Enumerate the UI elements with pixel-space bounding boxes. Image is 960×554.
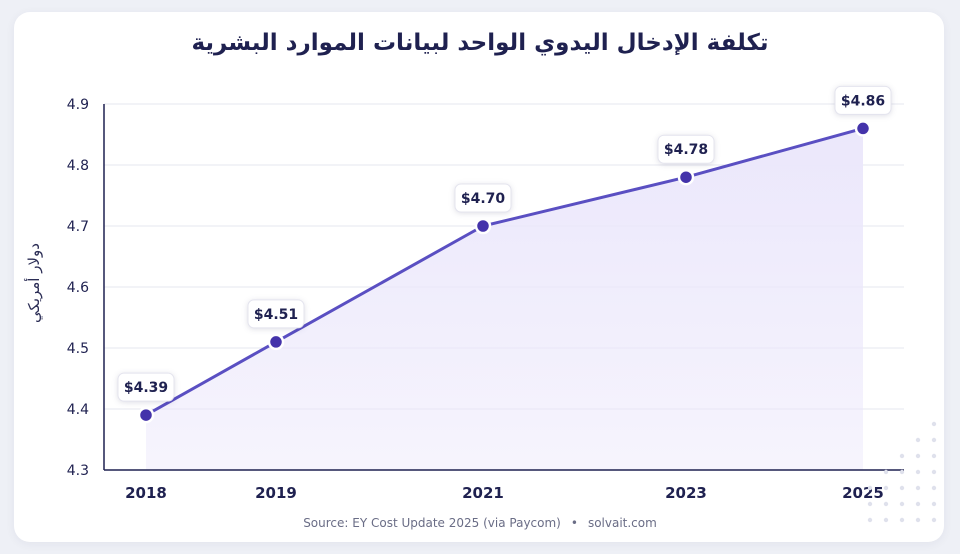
decor-dot [883, 469, 889, 475]
decor-dot [867, 517, 873, 523]
site-text: solvait.com [587, 516, 657, 530]
data-point [474, 217, 492, 235]
x-tick-label: 2019 [255, 484, 297, 502]
data-label-box [657, 134, 715, 164]
data-label-box [247, 299, 305, 329]
data-label: $4.78 [664, 142, 708, 158]
y-tick-label: 4.3 [67, 463, 89, 479]
y-tick-label: 4.4 [67, 402, 89, 418]
data-label: $4.86 [841, 93, 885, 109]
data-label: $4.51 [254, 307, 298, 323]
decor-dot [931, 501, 937, 507]
decor-dot [931, 485, 937, 491]
decor-dot [899, 453, 905, 459]
y-tick-label: 4.5 [67, 341, 89, 357]
data-point [267, 333, 285, 351]
source-text: Source: EY Cost Update 2025 (via Paycom) [303, 516, 561, 530]
decor-dot [931, 437, 937, 443]
area-fill [146, 128, 863, 470]
decor-dot [915, 485, 921, 491]
data-point [854, 120, 872, 137]
decor-dot [899, 485, 905, 491]
decor-dot [915, 437, 921, 443]
decor-dot [915, 453, 921, 459]
decor-dot [899, 517, 905, 523]
x-tick-label: 2023 [665, 484, 707, 502]
decor-dot [931, 469, 937, 475]
source-note: Source: EY Cost Update 2025 (via Paycom)… [0, 516, 960, 530]
x-tick-label: 2018 [125, 484, 167, 502]
decor-dot [931, 453, 937, 459]
data-label-box [834, 85, 892, 115]
data-label-box [117, 372, 175, 402]
decor-dot [915, 501, 921, 507]
decorative-dots [867, 421, 937, 523]
decor-dot [883, 501, 889, 507]
decor-dot [899, 469, 905, 475]
separator: • [570, 516, 578, 530]
decor-dot [915, 517, 921, 523]
y-tick-label: 4.7 [67, 219, 89, 235]
x-tick-label: 2021 [462, 484, 504, 502]
data-point [137, 406, 155, 424]
decor-dot [867, 485, 873, 491]
y-tick-label: 4.9 [67, 97, 89, 113]
decor-dot [915, 469, 921, 475]
decor-dot [883, 517, 889, 523]
x-tick-label: 2025 [842, 484, 884, 502]
decor-dot [867, 501, 873, 507]
decor-dot [899, 501, 905, 507]
data-point [677, 168, 695, 186]
data-label: $4.70 [461, 191, 506, 207]
decor-dot [931, 517, 937, 523]
data-label: $4.39 [124, 380, 168, 396]
chart-title: تكلفة الإدخال اليدوي الواحد لبيانات المو… [191, 30, 769, 56]
y-tick-label: 4.6 [67, 280, 89, 296]
decor-dot [931, 421, 937, 427]
decor-dot [883, 485, 889, 491]
y-tick-label: 4.8 [67, 158, 89, 174]
data-label-box [454, 183, 512, 213]
